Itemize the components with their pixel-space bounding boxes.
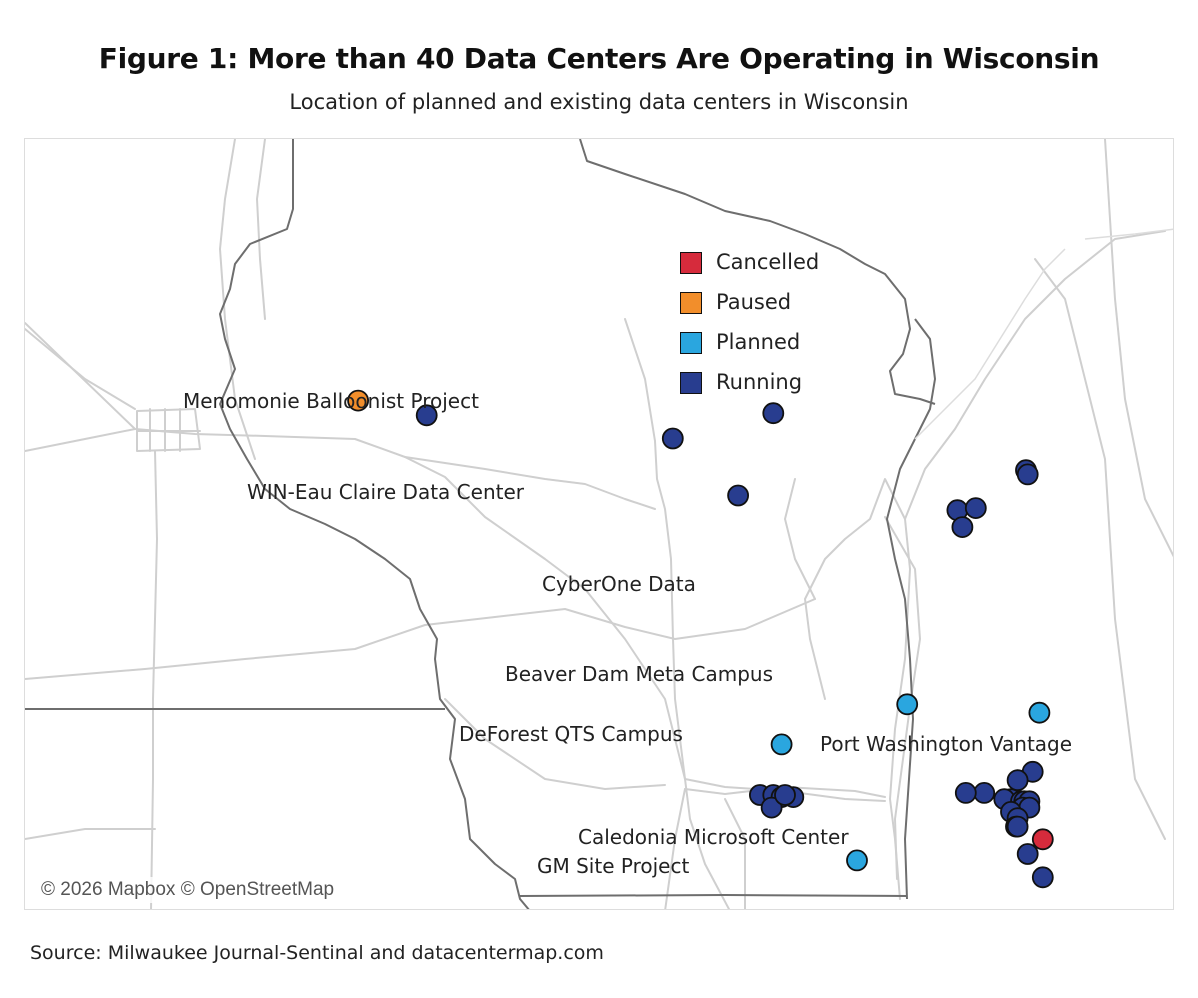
legend-swatch-planned bbox=[680, 332, 702, 354]
road-us41 bbox=[804, 478, 911, 900]
road-us53 bbox=[219, 139, 256, 460]
road-i39 bbox=[654, 440, 731, 909]
label-caledonia: Caledonia Microsoft Center bbox=[578, 825, 849, 849]
map-attribution[interactable]: © 2026 Mapbox © OpenStreetMap bbox=[33, 877, 343, 903]
road-i94 bbox=[25, 322, 886, 802]
border-upper-mi bbox=[579, 139, 936, 405]
label-deforest: DeForest QTS Campus bbox=[459, 722, 683, 746]
legend-item-paused[interactable]: Paused bbox=[680, 290, 900, 318]
label-port-washington: Port Washington Vantage bbox=[820, 732, 1073, 756]
road-s-central bbox=[444, 698, 666, 790]
source-note: Source: Milwaukee Journal-Sentinal and d… bbox=[30, 942, 604, 964]
label-cyberone: CyberOne Data bbox=[542, 572, 696, 596]
site-marker-running[interactable] bbox=[951, 516, 974, 539]
legend-swatch-running bbox=[680, 372, 702, 394]
legend-label-running: Running bbox=[716, 370, 803, 394]
site-marker-running[interactable] bbox=[1016, 463, 1039, 486]
road-madison-south bbox=[664, 788, 686, 909]
road-twin-cities-loop bbox=[136, 408, 201, 452]
road-us51-north bbox=[624, 318, 656, 442]
road-south-west bbox=[150, 450, 158, 909]
site-marker-running[interactable] bbox=[727, 484, 749, 507]
chart-subtitle: Location of planned and existing data ce… bbox=[289, 90, 909, 114]
site-marker-planned[interactable] bbox=[770, 733, 793, 756]
border-south bbox=[519, 894, 908, 897]
road-west-mid bbox=[25, 828, 156, 840]
road-us10 bbox=[25, 598, 816, 680]
road-wi29 bbox=[404, 456, 656, 510]
site-marker-planned[interactable] bbox=[846, 849, 868, 872]
label-eau-claire: WIN-Eau Claire Data Center bbox=[247, 480, 524, 504]
legend-label-cancelled: Cancelled bbox=[716, 250, 820, 274]
michigan-outline bbox=[1084, 228, 1173, 240]
site-marker-running[interactable] bbox=[774, 784, 796, 806]
map-area[interactable]: Cancelled Paused Planned Running Menomon… bbox=[24, 138, 1174, 910]
borders-layer bbox=[25, 139, 936, 909]
site-marker-running[interactable] bbox=[954, 782, 977, 804]
road-door-county bbox=[904, 230, 1166, 520]
basemap bbox=[25, 139, 1173, 909]
label-menomonie: Menomonie Balloonist Project bbox=[183, 389, 479, 413]
site-marker-running[interactable] bbox=[1031, 866, 1054, 889]
legend-swatch-cancelled bbox=[680, 252, 702, 274]
site-marker-running[interactable] bbox=[1006, 769, 1029, 792]
road-twin-cities-grid bbox=[136, 408, 201, 452]
road-ne bbox=[784, 478, 816, 600]
sites-layer bbox=[347, 389, 1054, 889]
legend-item-running[interactable]: Running bbox=[680, 370, 900, 398]
label-gm-site: GM Site Project bbox=[537, 854, 690, 878]
roads-layer bbox=[25, 139, 1173, 909]
legend-label-paused: Paused bbox=[716, 290, 792, 314]
site-marker-running[interactable] bbox=[1016, 843, 1039, 865]
road-west-north bbox=[256, 139, 266, 320]
site-marker-running[interactable] bbox=[1006, 815, 1029, 838]
road-michigan-shore bbox=[1034, 258, 1166, 840]
road-us8 bbox=[25, 428, 136, 452]
site-marker-running[interactable] bbox=[415, 404, 438, 427]
legend-item-planned[interactable]: Planned bbox=[680, 330, 900, 358]
water-outline bbox=[914, 228, 1173, 440]
road-rockford bbox=[724, 798, 746, 909]
site-marker-planned[interactable] bbox=[896, 693, 919, 716]
site-marker-running[interactable] bbox=[661, 427, 684, 450]
legend-label-planned: Planned bbox=[716, 330, 801, 354]
site-marker-running[interactable] bbox=[762, 402, 785, 425]
site-marker-planned[interactable] bbox=[1028, 701, 1051, 724]
legend-swatch-paused bbox=[680, 292, 702, 314]
site-marker-cancelled[interactable] bbox=[1031, 828, 1054, 851]
border-lakeshore bbox=[886, 318, 936, 900]
site-marker-running[interactable] bbox=[964, 497, 987, 520]
label-beaver-dam: Beaver Dam Meta Campus bbox=[505, 662, 774, 686]
border-west bbox=[219, 139, 530, 909]
road-michigan-east bbox=[1104, 139, 1173, 558]
road-la-crosse bbox=[25, 328, 136, 410]
green-bay-outline bbox=[914, 248, 1066, 440]
site-marker-running[interactable] bbox=[973, 782, 996, 804]
chart-title: Figure 1: More than 40 Data Centers Are … bbox=[98, 42, 1100, 75]
site-marker-paused[interactable] bbox=[347, 389, 370, 412]
site-marker-running[interactable] bbox=[760, 796, 783, 819]
legend-item-cancelled[interactable]: Cancelled bbox=[680, 250, 900, 278]
